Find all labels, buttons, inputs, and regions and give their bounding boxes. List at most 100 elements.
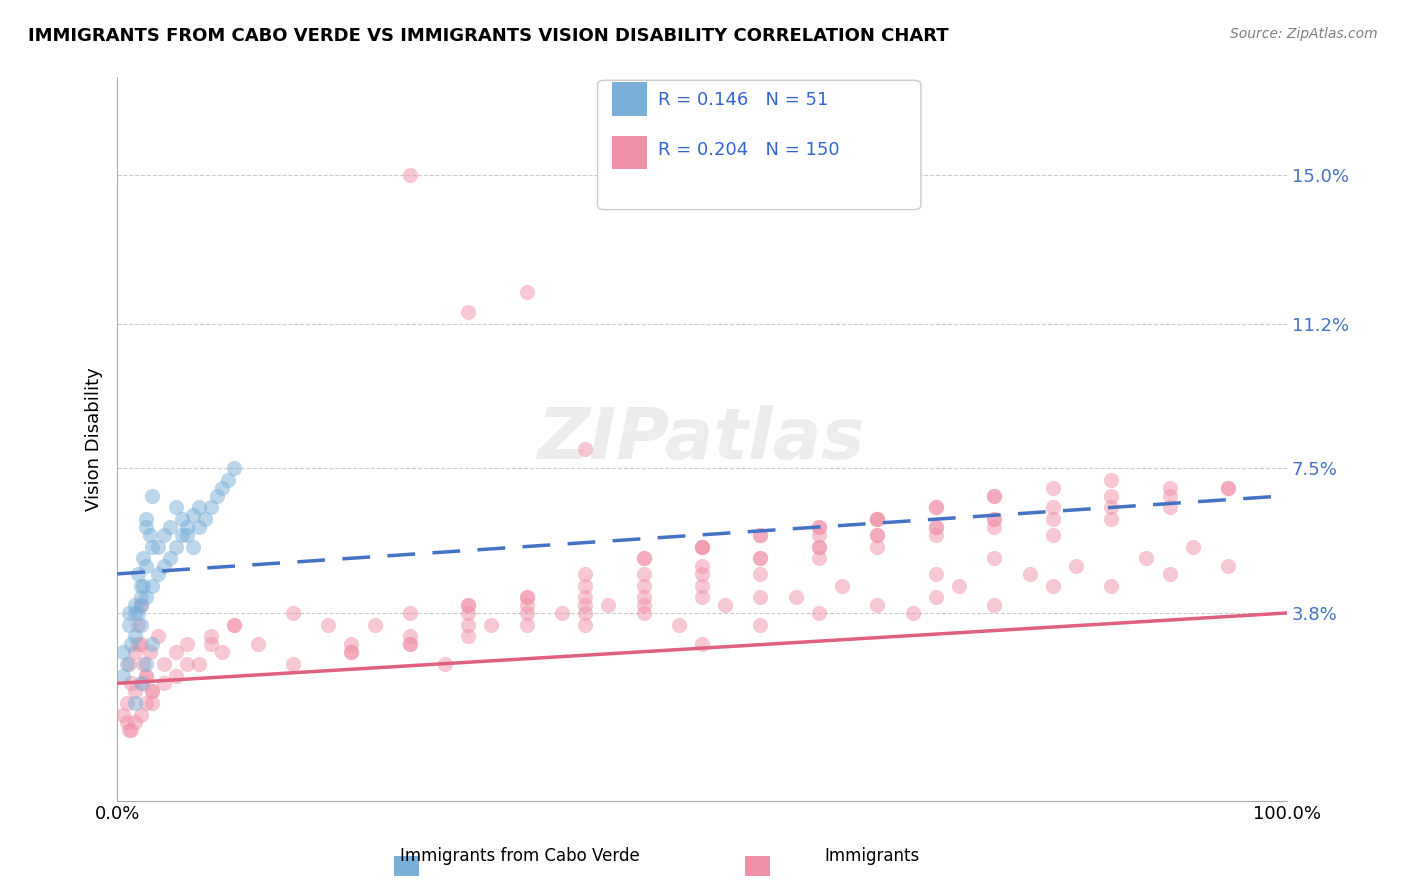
Point (983, 489, 1005, 503)
Point (550, 606, 572, 620)
Point (633, 566, 655, 581)
Text: R = 0.204   N = 150: R = 0.204 N = 150 (658, 141, 839, 159)
Point (866, 540, 889, 554)
Point (925, 520, 948, 534)
Point (281, 606, 304, 620)
Point (1159, 489, 1181, 503)
Point (574, 598, 596, 612)
Point (135, 668, 157, 682)
Point (807, 520, 830, 534)
Point (690, 591, 713, 605)
Point (135, 591, 157, 605)
Point (690, 540, 713, 554)
Text: Source: ZipAtlas.com: Source: ZipAtlas.com (1230, 27, 1378, 41)
Point (118, 606, 141, 620)
Point (1099, 489, 1122, 503)
Point (457, 617, 479, 632)
Point (153, 676, 176, 690)
Point (132, 676, 155, 690)
Point (188, 500, 211, 515)
Point (749, 591, 772, 605)
Point (141, 684, 163, 698)
Point (690, 637, 713, 651)
Point (1218, 481, 1240, 495)
Point (925, 566, 948, 581)
Point (200, 629, 222, 643)
Point (690, 579, 713, 593)
Point (153, 559, 176, 574)
Point (124, 629, 146, 643)
Point (1066, 559, 1088, 574)
Point (690, 559, 713, 574)
Point (159, 551, 181, 566)
Point (124, 606, 146, 620)
Point (1042, 528, 1064, 542)
Point (132, 657, 155, 671)
Point (574, 617, 596, 632)
Point (1218, 481, 1240, 495)
Point (129, 598, 152, 612)
Point (281, 657, 304, 671)
Point (165, 500, 187, 515)
Point (176, 528, 198, 542)
Point (139, 528, 162, 542)
Point (925, 500, 948, 515)
Point (983, 551, 1005, 566)
Point (398, 629, 420, 643)
Point (983, 598, 1005, 612)
Point (398, 637, 420, 651)
Point (690, 540, 713, 554)
Point (749, 528, 772, 542)
Point (457, 606, 479, 620)
Point (146, 566, 169, 581)
Point (118, 657, 141, 671)
Point (633, 551, 655, 566)
Point (194, 512, 217, 526)
Point (925, 520, 948, 534)
Point (363, 617, 385, 632)
Point (633, 598, 655, 612)
Point (749, 566, 772, 581)
Point (398, 606, 420, 620)
Point (633, 551, 655, 566)
Point (516, 598, 538, 612)
Point (205, 489, 228, 503)
Point (574, 579, 596, 593)
Point (633, 606, 655, 620)
Point (807, 540, 830, 554)
Point (135, 696, 157, 710)
Point (1042, 579, 1064, 593)
Point (516, 285, 538, 300)
Point (141, 684, 163, 698)
Point (135, 657, 157, 671)
Point (1018, 566, 1040, 581)
Point (866, 598, 889, 612)
Point (165, 645, 187, 659)
Point (690, 540, 713, 554)
Point (983, 512, 1005, 526)
Point (112, 668, 135, 682)
Point (983, 520, 1005, 534)
Point (948, 579, 970, 593)
Point (1135, 551, 1157, 566)
Point (340, 645, 363, 659)
Point (516, 606, 538, 620)
Point (129, 591, 152, 605)
Point (481, 617, 503, 632)
Point (866, 512, 889, 526)
Point (516, 591, 538, 605)
Point (129, 617, 152, 632)
Point (574, 442, 596, 456)
Point (1182, 540, 1205, 554)
Point (176, 520, 198, 534)
Point (129, 579, 152, 593)
Point (181, 508, 204, 523)
Point (1042, 481, 1064, 495)
Point (224, 461, 246, 475)
Point (170, 528, 193, 542)
Point (188, 657, 211, 671)
Point (785, 591, 807, 605)
Point (807, 606, 830, 620)
Point (124, 645, 146, 659)
Point (925, 528, 948, 542)
